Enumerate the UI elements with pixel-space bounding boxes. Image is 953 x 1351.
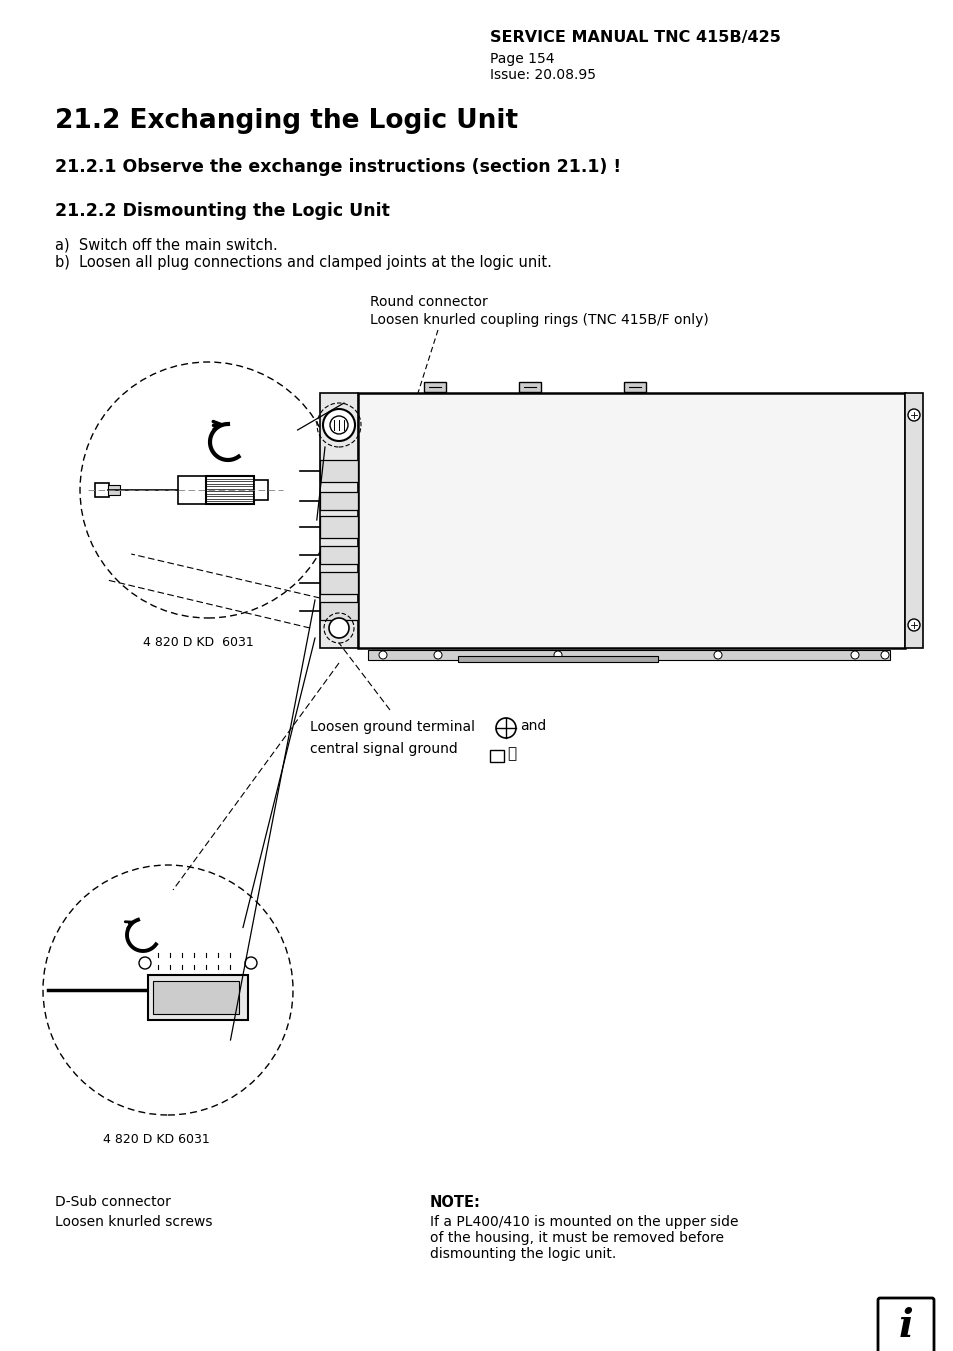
Bar [457,657,658,662]
Circle shape [880,651,888,659]
Text: ⏛: ⏛ [506,747,516,762]
Text: If a PL400/410 is mounted on the upper side
of the housing, it must be removed b: If a PL400/410 is mounted on the upper s… [430,1215,738,1262]
Bar [518,382,540,392]
Text: a)  Switch off the main switch.: a) Switch off the main switch. [55,236,277,253]
Circle shape [139,957,151,969]
Bar [368,650,889,661]
Bar [148,975,248,1020]
Bar [108,485,120,494]
Bar [319,516,357,538]
Text: 21.2 Exchanging the Logic Unit: 21.2 Exchanging the Logic Unit [55,108,517,134]
Text: Loosen knurled screws: Loosen knurled screws [55,1215,213,1229]
Text: and: and [519,719,546,734]
Bar [206,476,253,504]
Bar [319,546,357,563]
Bar [319,603,357,620]
Bar [423,382,446,392]
Bar [152,981,239,1015]
Text: NOTE:: NOTE: [430,1196,480,1210]
Text: 4 820 D KD  6031: 4 820 D KD 6031 [143,636,253,648]
Text: Round connector: Round connector [370,295,487,309]
Text: Loosen knurled coupling rings (TNC 415B/F only): Loosen knurled coupling rings (TNC 415B/… [370,313,708,327]
Text: Loosen ground terminal: Loosen ground terminal [310,720,475,734]
Text: b)  Loosen all plug connections and clamped joints at the logic unit.: b) Loosen all plug connections and clamp… [55,255,551,270]
Circle shape [245,957,256,969]
Text: i: i [898,1306,912,1346]
Circle shape [850,651,858,659]
Circle shape [554,651,561,659]
Text: 21.2.2 Dismounting the Logic Unit: 21.2.2 Dismounting the Logic Unit [55,203,390,220]
Bar [319,492,357,509]
Circle shape [434,651,441,659]
Bar [357,393,904,648]
Text: 4 820 D KD 6031: 4 820 D KD 6031 [103,1133,210,1146]
Bar [490,750,503,762]
Text: Page 154: Page 154 [490,51,554,66]
Circle shape [713,651,721,659]
Circle shape [323,409,355,440]
Bar [319,393,357,648]
Circle shape [329,617,349,638]
Bar [319,459,357,482]
Bar [904,393,923,648]
Circle shape [907,409,919,422]
Circle shape [907,619,919,631]
Bar [253,480,268,500]
Text: Issue: 20.08.95: Issue: 20.08.95 [490,68,596,82]
Circle shape [378,651,387,659]
Bar [95,484,109,497]
Text: 21.2.1 Observe the exchange instructions (section 21.1) !: 21.2.1 Observe the exchange instructions… [55,158,620,176]
Bar [319,571,357,594]
Text: SERVICE MANUAL TNC 415B/425: SERVICE MANUAL TNC 415B/425 [490,30,781,45]
Bar [623,382,645,392]
Text: central signal ground: central signal ground [310,742,457,757]
Bar [178,476,206,504]
Bar [357,393,904,648]
Text: D-Sub connector: D-Sub connector [55,1196,171,1209]
